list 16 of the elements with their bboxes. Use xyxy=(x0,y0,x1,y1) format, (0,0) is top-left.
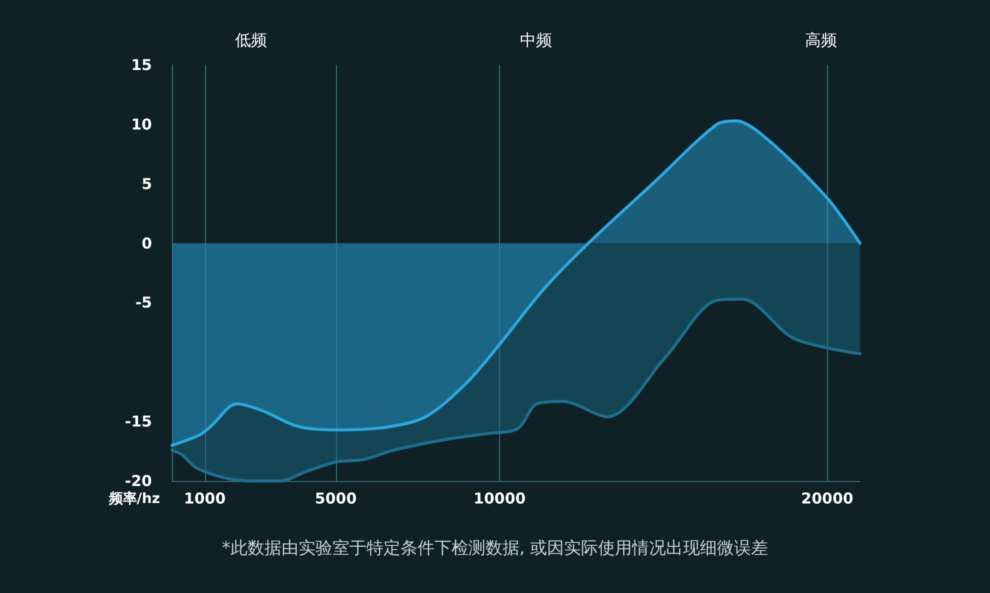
x-tick-label: 10000 xyxy=(474,490,526,508)
text: 低频 xyxy=(235,30,267,50)
y-tick-label: -15 xyxy=(124,412,152,431)
x-tick-label: 1000 xyxy=(184,490,226,508)
y-tick-label: 5 xyxy=(142,174,152,193)
text: 高频 xyxy=(805,30,837,50)
x-tick-label: 20000 xyxy=(801,490,854,508)
y-tick-label: 10 xyxy=(131,115,152,134)
x-axis-title: 频率/hz xyxy=(108,490,160,507)
y-tick-label: 15 xyxy=(131,56,152,74)
y-tick-label: -5 xyxy=(135,294,152,312)
y-tick-label: 0 xyxy=(142,234,152,252)
text: 中频 xyxy=(520,30,552,50)
text: *此数据由实验室于特定条件下检测数据, 或因实际使用情况出现细微误差 xyxy=(222,538,768,558)
y-tick-label: -20 xyxy=(124,472,152,490)
x-tick-label: 5000 xyxy=(314,490,357,508)
